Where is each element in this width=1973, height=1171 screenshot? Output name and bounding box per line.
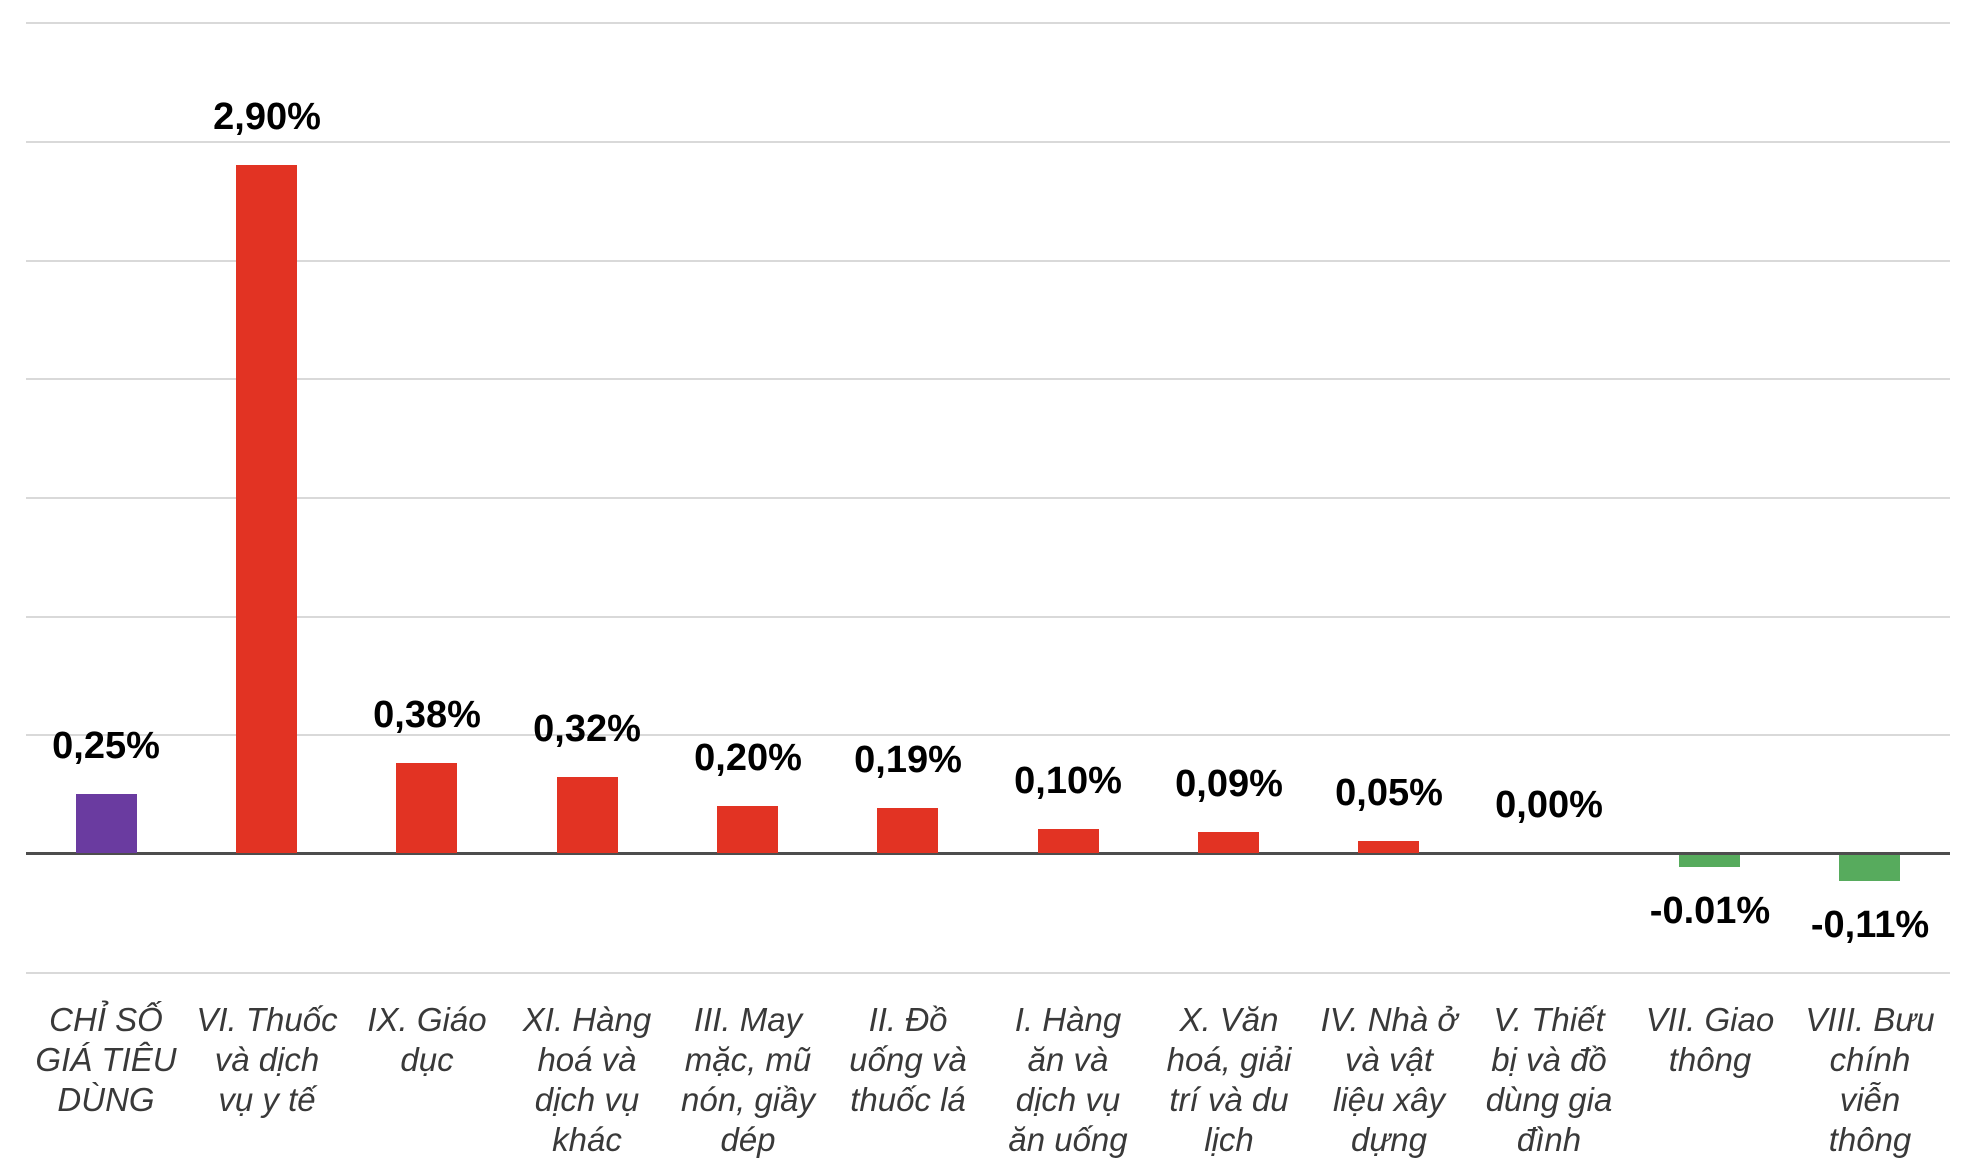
bar (877, 808, 938, 853)
bar-value-label: -0.01% (1649, 890, 1771, 932)
category-axis-label: X. Văn hoá, giải trí và du lịch (1166, 1001, 1292, 1158)
bar (1358, 841, 1419, 853)
category-axis-label: II. Đồ uống và thuốc lá (849, 1001, 967, 1118)
bar-value-label: 0,32% (533, 708, 641, 750)
bar-value-label: 0,38% (373, 694, 481, 736)
gridline (26, 141, 1950, 143)
bar (396, 763, 457, 853)
bar (236, 165, 297, 853)
bar-value-label: 0,05% (1335, 772, 1443, 814)
gridline (26, 972, 1950, 974)
gridline (26, 22, 1950, 24)
bar (1839, 855, 1900, 881)
bar-value-label: -0,11% (1810, 904, 1930, 946)
bar (1198, 832, 1259, 853)
category-axis-label: IV. Nhà ở và vật liệu xây dựng (1320, 1001, 1458, 1158)
category-axis-label: VII. Giao thông (1645, 1001, 1775, 1078)
category-axis-label: V. Thiết bị và đồ dùng gia đình (1485, 1001, 1613, 1158)
bar-value-label: 2,90% (213, 96, 321, 138)
gridline (26, 616, 1950, 618)
bar (1038, 829, 1099, 853)
category-axis-label: III. May mặc, mũ nón, giầy dép (681, 1001, 815, 1158)
bar (1679, 855, 1740, 867)
bar (557, 777, 618, 853)
gridline (26, 260, 1950, 262)
bar-value-label: 0,20% (694, 737, 802, 779)
category-axis-label: IX. Giáo dục (367, 1001, 487, 1078)
gridline (26, 734, 1950, 736)
category-axis-label: XI. Hàng hoá và dịch vụ khác (522, 1001, 652, 1158)
category-axis-label: I. Hàng ăn và dịch vụ ăn uống (1008, 1001, 1128, 1158)
bar (717, 806, 778, 853)
bar (76, 794, 137, 853)
category-axis-label: CHỈ SỐ GIÁ TIÊU DÙNG (35, 1001, 177, 1118)
category-axis-label: VIII. Bưu chính viễn thông (1805, 1001, 1935, 1158)
gridline (26, 497, 1950, 499)
category-axis-label: VI. Thuốc và dịch vụ y tế (196, 1001, 338, 1118)
bar-value-label: 0,25% (52, 725, 160, 767)
bar-value-label: 0,19% (854, 739, 962, 781)
gridline (26, 378, 1950, 380)
x-axis-zero-line (26, 852, 1950, 855)
bar-value-label: 0,00% (1495, 784, 1603, 826)
bar-value-label: 0,10% (1014, 760, 1122, 802)
bar-value-label: 0,09% (1175, 763, 1283, 805)
